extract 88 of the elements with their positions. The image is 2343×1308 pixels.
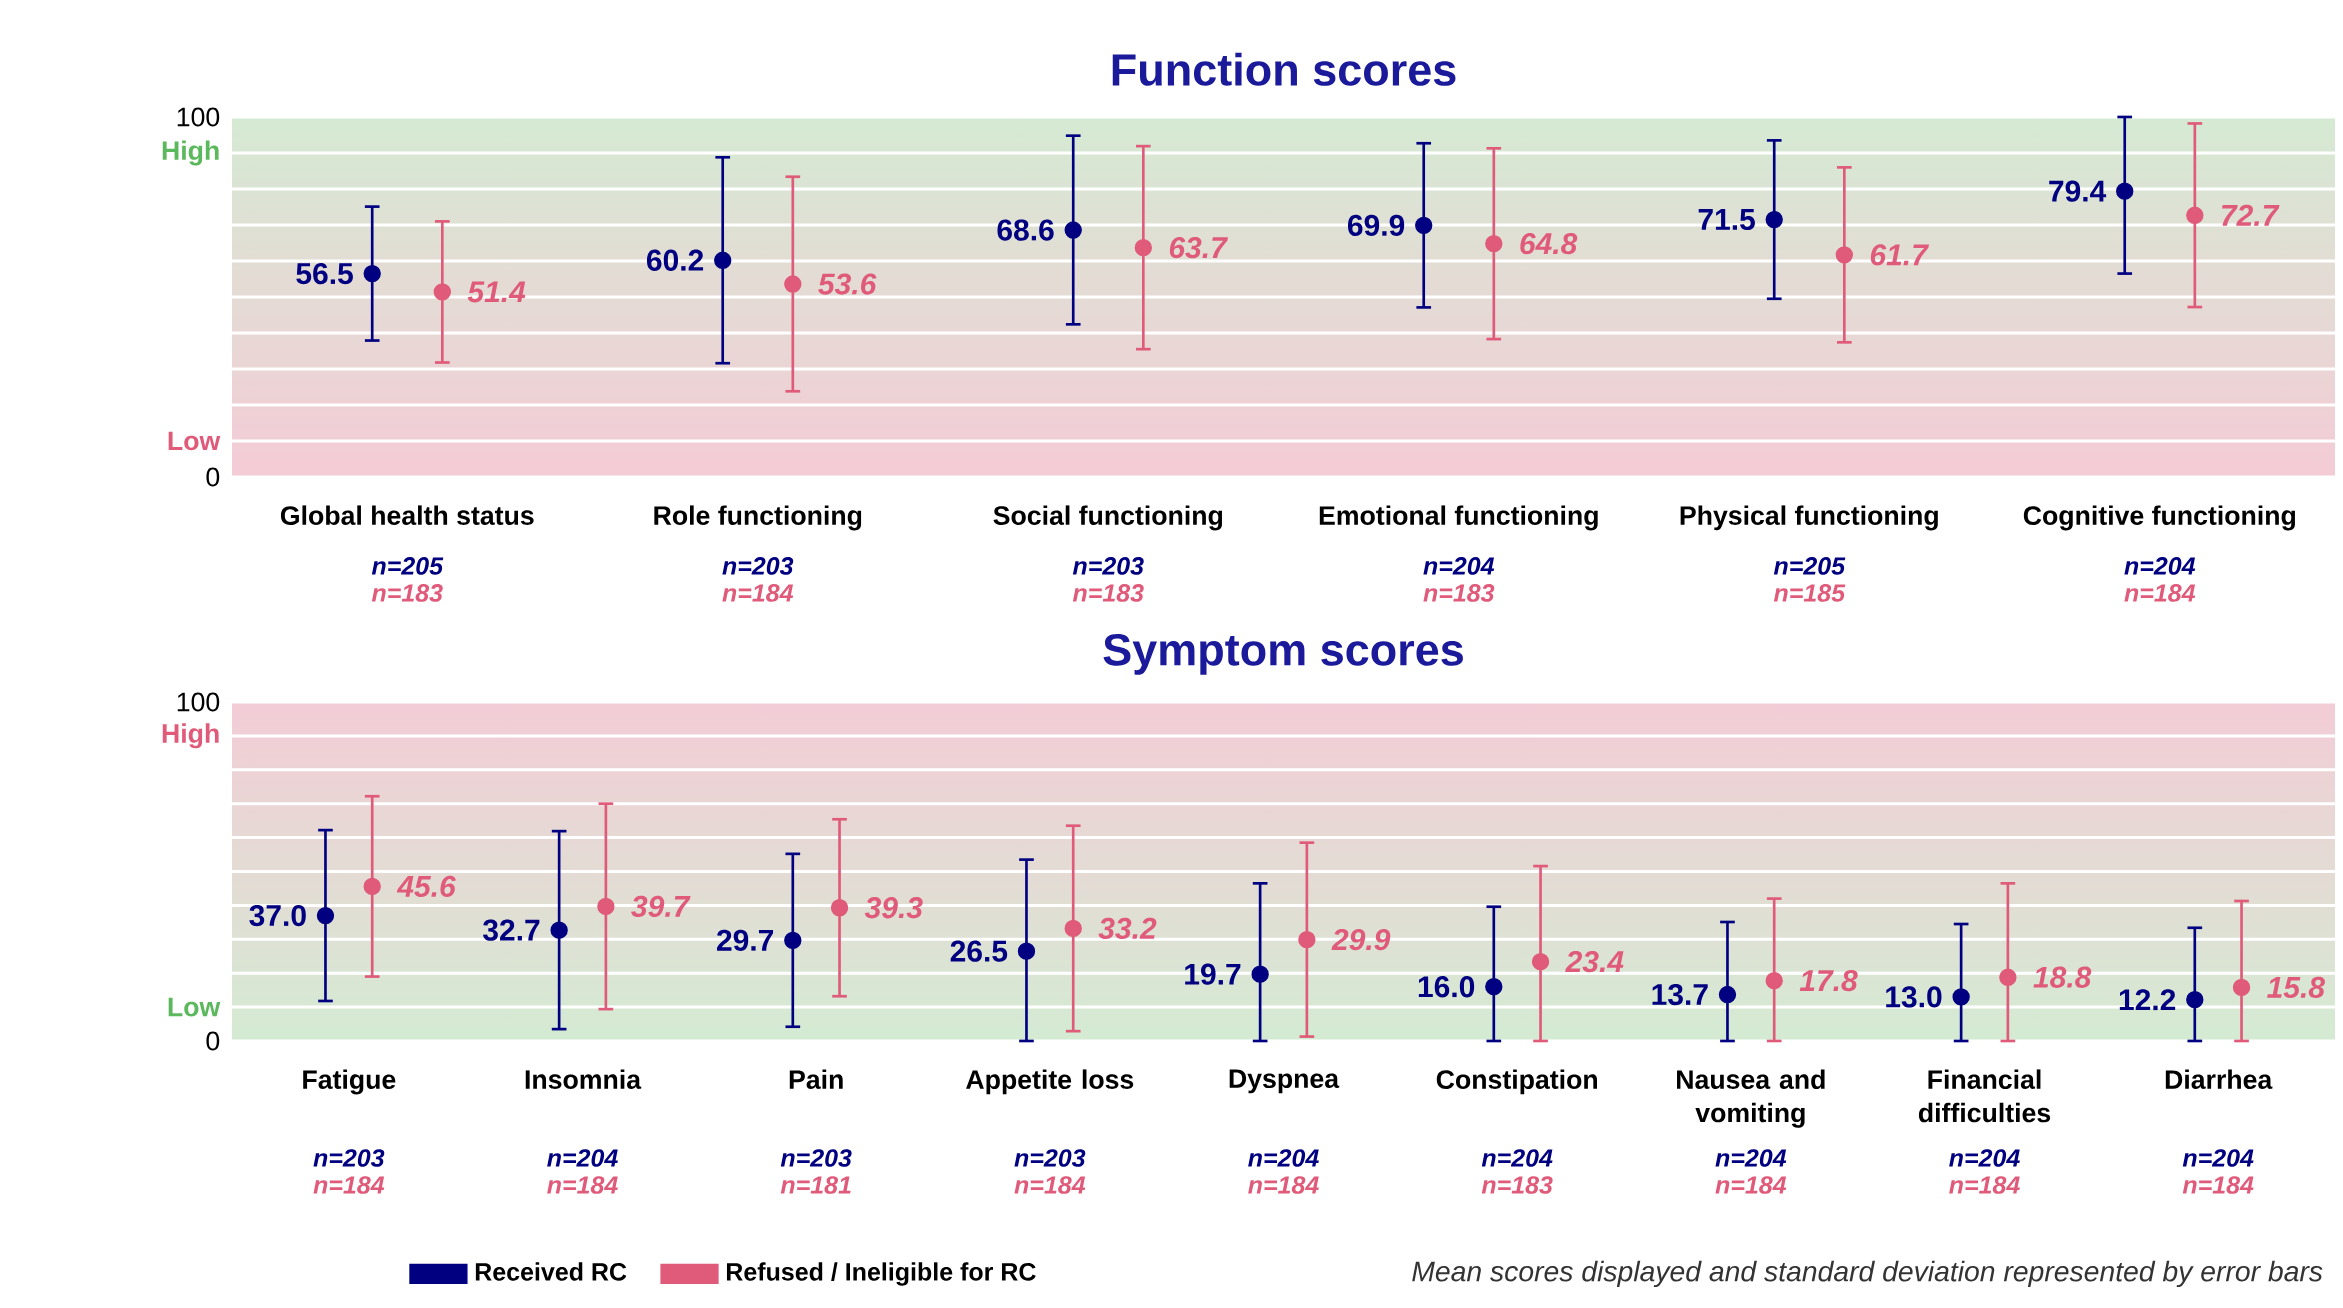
y-tick-label: Low (168, 431, 221, 451)
y-tick-label: 0 (206, 467, 220, 487)
y-tick-label: High (162, 140, 219, 166)
data-label: 16.0 (1418, 976, 1475, 998)
y-tick-label: High (162, 723, 219, 749)
text: n=184 (1248, 1176, 1319, 1194)
text: n=181 (780, 1176, 851, 1194)
text: n=203 (1072, 557, 1144, 575)
data-label: 29.9 (1331, 928, 1391, 951)
data-label: 69.9 (1347, 214, 1405, 236)
y-tick-label: 0 (206, 1031, 220, 1051)
text: n=203 (722, 557, 794, 575)
data-label: 53.6 (818, 273, 877, 295)
data-label: 15.8 (2267, 976, 2325, 999)
x-tick-label: Emotional functioning (1319, 505, 1598, 531)
text: Mean scores displayed and standard deviation represented by error bars (1412, 1260, 2323, 1288)
data-label: 19.7 (1185, 963, 1241, 985)
x-tick-label: Appetite loss (966, 1069, 1134, 1095)
legend-label: Refused / Ineligible for RC (726, 1262, 1036, 1286)
text: n=204 (2124, 557, 2196, 575)
chart-title: Function scores (1112, 52, 1456, 86)
data-label: 23.4 (1565, 951, 1624, 973)
data-label: 51.4 (467, 281, 526, 303)
x-tick-label: Insomnia (525, 1069, 642, 1090)
text: n=204 (1949, 1149, 2020, 1167)
data-label: 45.6 (396, 875, 456, 898)
data-label: 63.7 (1169, 237, 1229, 259)
y-tick-label: Low (168, 997, 221, 1017)
text: n=205 (371, 557, 444, 575)
text: n=185 (1773, 584, 1846, 602)
data-label: 72.7 (2222, 204, 2280, 226)
text: n=184 (1715, 1176, 1787, 1194)
text: n=183 (371, 584, 443, 602)
x-tick-label: Diarrhea (2165, 1069, 2273, 1090)
data-label: 61.7 (1870, 244, 1930, 266)
text: n=183 (1072, 584, 1144, 602)
data-label: 18.8 (2033, 966, 2092, 988)
x-tick-label: Role functioning (654, 505, 862, 531)
data-label: 39.3 (864, 897, 923, 919)
data-label: 29.7 (717, 929, 774, 951)
text: n=204 (547, 1149, 618, 1167)
legend-label: Received RC (475, 1262, 627, 1281)
chart-title: Symptom scores (1103, 633, 1463, 675)
data-label: 26.5 (950, 940, 1008, 962)
text: n=183 (1481, 1176, 1553, 1194)
text: n=184 (313, 1176, 385, 1194)
data-label: 17.8 (1799, 970, 1858, 992)
x-tick-label: Global health status (280, 505, 534, 525)
data-label: 68.6 (997, 219, 1054, 241)
x-tick-label: Physical functioning (1680, 505, 1938, 531)
text: n=184 (722, 584, 794, 602)
text: n=184 (1014, 1176, 1086, 1194)
data-label: 33.2 (1098, 917, 1157, 940)
data-label: 37.0 (249, 904, 306, 927)
x-tick-label: Cognitive functioning (2023, 505, 2295, 531)
data-label: 39.7 (631, 895, 691, 918)
text: n=204 (1248, 1149, 1319, 1167)
text: n=184 (547, 1176, 618, 1194)
data-label: 13.7 (1652, 983, 1708, 1006)
text: n=203 (780, 1149, 852, 1167)
y-tick-label: 100 (177, 107, 220, 127)
text: n=183 (1423, 584, 1495, 602)
data-label: 60.2 (646, 249, 704, 271)
data-label: 32.7 (482, 919, 540, 941)
text: n=204 (1715, 1149, 1787, 1167)
text: n=205 (1773, 557, 1846, 575)
data-label: 56.5 (296, 262, 353, 285)
data-label: 12.2 (2119, 989, 2176, 1011)
x-tick-label: Nausea and vomiting (1677, 1069, 1825, 1128)
y-tick-label: 100 (177, 692, 220, 712)
text: n=184 (2124, 584, 2196, 602)
data-label: 64.8 (1520, 233, 1578, 255)
text: n=204 (2182, 1149, 2254, 1167)
x-tick-label: Dyspnea (1229, 1069, 1340, 1094)
data-label: 79.4 (2049, 180, 2107, 202)
data-label: 13.0 (1886, 986, 1942, 1008)
x-tick-label: Pain (789, 1069, 843, 1090)
x-tick-label: Constipation (1436, 1069, 1597, 1095)
x-tick-label: Fatigue (303, 1069, 396, 1095)
x-tick-label: Social functioning (993, 505, 1223, 531)
text: n=204 (1481, 1149, 1553, 1167)
text: n=203 (1014, 1149, 1086, 1167)
text: n=184 (1949, 1176, 2020, 1194)
text: n=204 (1423, 557, 1495, 575)
text: n=184 (2182, 1176, 2254, 1194)
x-tick-label: Financial difficulties (1918, 1069, 2051, 1123)
text: n=203 (313, 1149, 385, 1167)
data-label: 71.5 (1698, 209, 1755, 231)
